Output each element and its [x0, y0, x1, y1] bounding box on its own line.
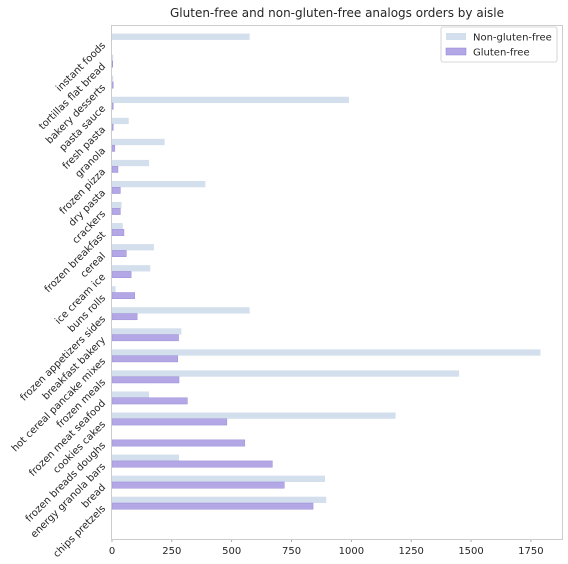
bar-non-gluten-free — [112, 413, 396, 419]
bar-non-gluten-free — [112, 265, 150, 271]
bar-gluten-free — [112, 377, 179, 383]
bar-gluten-free — [112, 103, 113, 109]
bar-gluten-free — [112, 229, 124, 235]
bar-gluten-free — [112, 314, 137, 320]
bar-non-gluten-free — [112, 181, 205, 187]
bar-non-gluten-free — [112, 34, 250, 40]
legend-label-gluten-free: Gluten-free — [473, 48, 530, 59]
x-tick-label: 750 — [282, 546, 301, 557]
x-tick-label: 0 — [109, 546, 115, 557]
bar-non-gluten-free — [112, 118, 129, 124]
bar-non-gluten-free — [112, 139, 165, 145]
bar-non-gluten-free — [112, 160, 149, 166]
bar-gluten-free — [112, 187, 120, 193]
bar-non-gluten-free — [112, 55, 113, 61]
bar-non-gluten-free — [112, 476, 325, 482]
bar-gluten-free — [112, 124, 113, 130]
bar-non-gluten-free — [112, 244, 154, 250]
bar-gluten-free — [112, 419, 227, 425]
x-tick-label: 1000 — [339, 546, 364, 557]
legend-label-non-gluten-free: Non-gluten-free — [473, 33, 552, 44]
bar-non-gluten-free — [112, 391, 149, 397]
bar-non-gluten-free — [112, 97, 349, 103]
bar-non-gluten-free — [112, 307, 250, 313]
bar-non-gluten-free — [112, 328, 181, 334]
bar-gluten-free — [112, 250, 126, 256]
bar-non-gluten-free — [112, 202, 122, 208]
chart-title: Gluten-free and non-gluten-free analogs … — [170, 6, 504, 20]
bar-non-gluten-free — [112, 76, 113, 82]
legend-swatch-gluten-free — [446, 48, 466, 55]
x-tick-label: 250 — [162, 546, 181, 557]
bar-gluten-free — [112, 356, 178, 362]
bar-gluten-free — [112, 482, 284, 488]
bar-gluten-free — [112, 503, 313, 509]
bar-gluten-free — [112, 398, 187, 404]
bar-gluten-free — [112, 440, 245, 446]
x-tick-label: 1250 — [398, 546, 423, 557]
bar-gluten-free — [112, 293, 135, 299]
bar-non-gluten-free — [112, 223, 123, 229]
x-tick-label: 1750 — [518, 546, 543, 557]
x-tick-label: 500 — [222, 546, 241, 557]
bar-gluten-free — [112, 208, 120, 214]
bar-gluten-free — [112, 271, 131, 277]
bar-gluten-free — [112, 166, 118, 172]
bar-non-gluten-free — [112, 349, 540, 355]
bar-gluten-free — [112, 61, 113, 67]
legend-swatch-non-gluten-free — [446, 33, 466, 40]
bar-non-gluten-free — [112, 370, 459, 376]
bar-non-gluten-free — [112, 455, 179, 461]
bar-gluten-free — [112, 145, 115, 151]
bar-gluten-free — [112, 335, 179, 341]
bar-non-gluten-free — [112, 286, 116, 292]
bar-gluten-free — [112, 461, 272, 467]
bar-gluten-free — [112, 82, 113, 88]
x-tick-label: 1500 — [458, 546, 483, 557]
legend: Non-gluten-free Gluten-free — [441, 27, 557, 62]
bar-non-gluten-free — [112, 497, 326, 503]
